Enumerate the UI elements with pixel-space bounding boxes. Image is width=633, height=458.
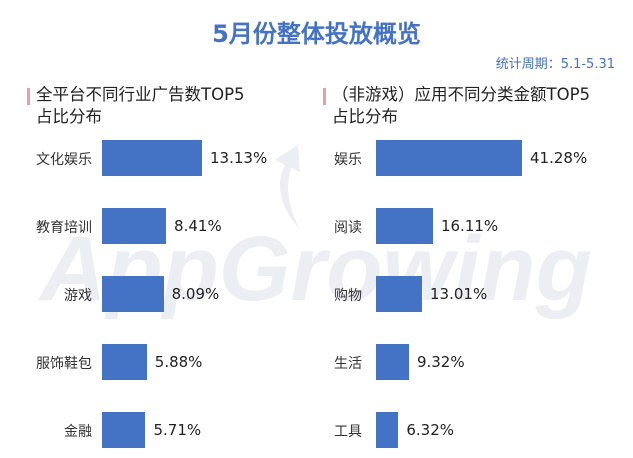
data-label: 8.41% — [174, 217, 222, 235]
right-title-marker — [323, 88, 326, 105]
left-title-line2: 占比分布 — [36, 107, 102, 126]
category-label: 生活 — [334, 356, 362, 372]
data-label: 16.11% — [440, 217, 499, 235]
data-label: 9.32% — [416, 353, 465, 371]
left-title-marker — [27, 88, 30, 105]
bar — [376, 140, 522, 176]
category-label: 娱乐 — [334, 152, 362, 168]
bar — [102, 276, 164, 312]
bar — [376, 276, 422, 312]
bar — [376, 208, 433, 244]
watermark-arrow-icon — [275, 145, 300, 230]
category-label: 工具 — [334, 424, 362, 440]
bar — [102, 208, 167, 244]
right-title-line1: （非游戏）应用不同分类金额TOP5 — [332, 85, 591, 104]
data-label: 8.09% — [171, 285, 220, 303]
left-title-line1: 全平台不同行业广告数TOP5 — [36, 85, 245, 104]
category-label: 文化娱乐 — [36, 152, 92, 168]
right-title-line2: 占比分布 — [332, 107, 398, 126]
bar — [102, 412, 146, 448]
page-title: 5月份整体投放概览 — [212, 20, 421, 48]
data-label: 13.13% — [210, 149, 268, 167]
category-label: 教育培训 — [36, 220, 92, 236]
data-label: 13.01% — [430, 285, 488, 303]
bar — [376, 344, 409, 380]
category-label: 游戏 — [64, 288, 92, 304]
stat-period: 统计周期：5.1-5.31 — [495, 57, 615, 72]
data-label: 5.88% — [154, 353, 203, 371]
bar — [376, 412, 399, 448]
data-label: 6.32% — [406, 421, 454, 439]
bar — [102, 140, 202, 176]
right-panel-title: （非游戏）应用不同分类金额TOP5 占比分布 — [323, 84, 591, 128]
left-panel-title: 全平台不同行业广告数TOP5 占比分布 — [27, 84, 245, 128]
category-label: 金融 — [64, 424, 92, 440]
data-label: 41.28% — [530, 149, 588, 167]
bar — [102, 344, 147, 380]
category-label: 服饰鞋包 — [36, 356, 92, 372]
category-label: 阅读 — [334, 220, 362, 236]
data-label: 5.71% — [153, 421, 202, 439]
category-label: 购物 — [334, 288, 362, 304]
